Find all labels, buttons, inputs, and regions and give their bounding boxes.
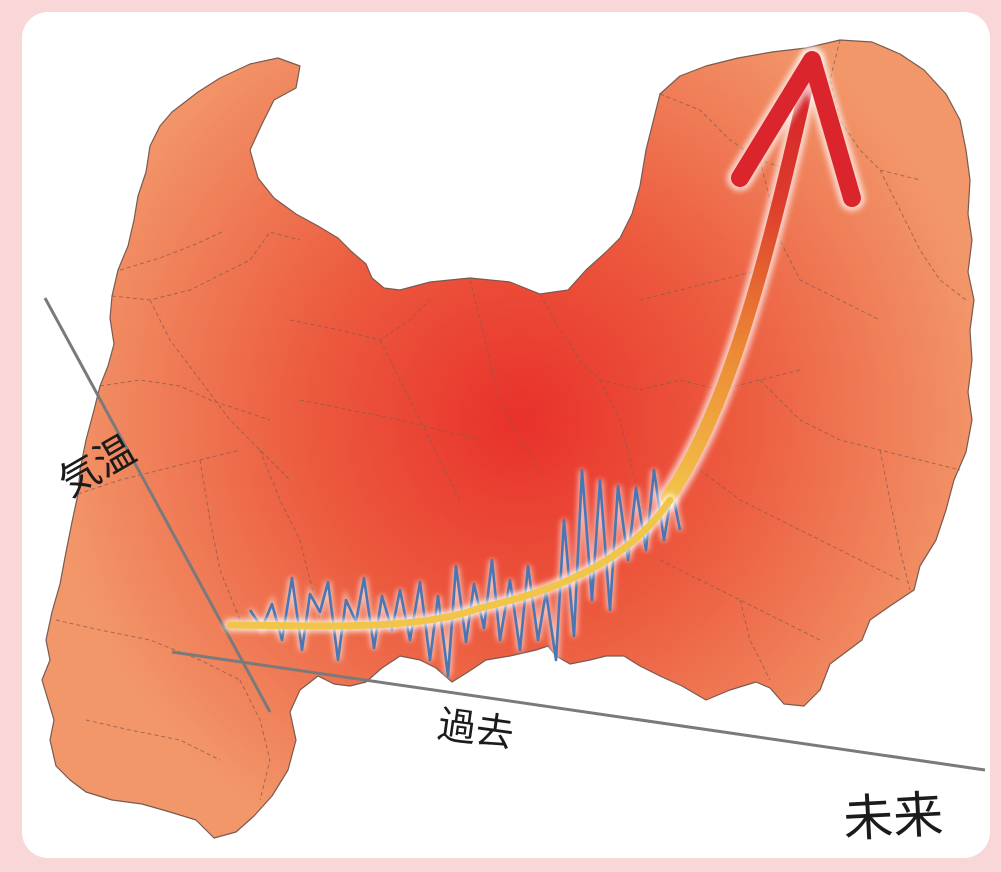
trend-curve — [226, 496, 674, 630]
prefecture-map — [41, 39, 975, 839]
diagram-canvas: 気温 過去 未来 — [41, 39, 986, 849]
time-axis — [171, 650, 986, 772]
rising-arrow — [661, 53, 819, 505]
arrow-head — [731, 51, 861, 207]
illustration-panel: 気温 過去 未来 — [22, 12, 990, 858]
past-axis-label: 過去 — [435, 702, 516, 756]
municipal-boundaries — [55, 39, 967, 801]
temperature-axis — [43, 297, 272, 713]
future-axis-label: 未来 — [842, 785, 945, 848]
